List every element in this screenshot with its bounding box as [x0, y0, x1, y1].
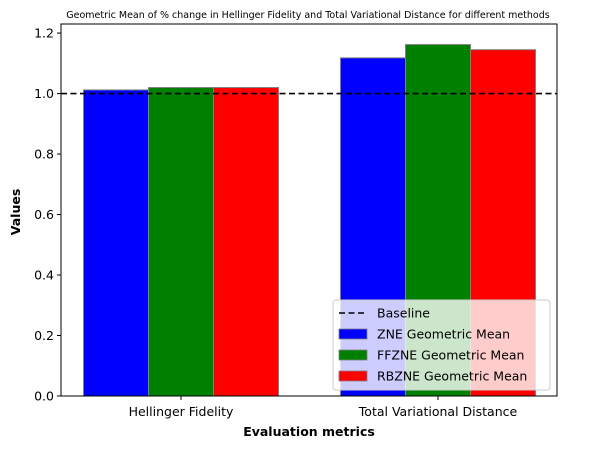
legend-baseline-label: Baseline [377, 306, 430, 321]
y-tick-label-2: 0.2 [34, 328, 54, 343]
x-axis-label: Evaluation metrics [243, 424, 375, 439]
legend: Baseline ZNE Geometric Mean FFZNE Geometri… [332, 299, 551, 391]
x-tick-label-2: Total Variational Distance [358, 404, 518, 419]
legend-swatch-3 [338, 370, 368, 382]
y-tick-label-6: 1.0 [34, 86, 54, 101]
plot-frame [60, 23, 558, 397]
legend-label-1: ZNE Geometric Mean [377, 327, 510, 342]
bar-3-1 [213, 87, 279, 397]
bar-2-1 [148, 87, 214, 397]
chart-title: Geometric Mean of % change in Hellinger … [66, 10, 550, 21]
legend-box [332, 299, 551, 391]
y-tick-label-1: 0.0 [34, 389, 54, 404]
y-tick-label-7: 1.2 [34, 26, 54, 41]
bar-1-1 [83, 89, 149, 397]
y-tick-label-5: 0.8 [34, 147, 54, 162]
legend-label-2: FFZNE Geometric Mean [377, 348, 524, 363]
axes-group: 0.0 0.2 0.4 0.6 0.8 1.0 1.2 Hellinger Fidelity T… [34, 23, 558, 419]
y-axis-label: Values [8, 189, 23, 236]
legend-label-3: RBZNE Geometric Mean [377, 369, 527, 384]
y-tick-label-3: 0.4 [34, 268, 54, 283]
legend-swatch-1 [338, 328, 368, 340]
y-tick-label-4: 0.6 [34, 207, 54, 222]
x-tick-label-1: Hellinger Fidelity [129, 404, 234, 419]
legend-swatch-2 [338, 349, 368, 361]
